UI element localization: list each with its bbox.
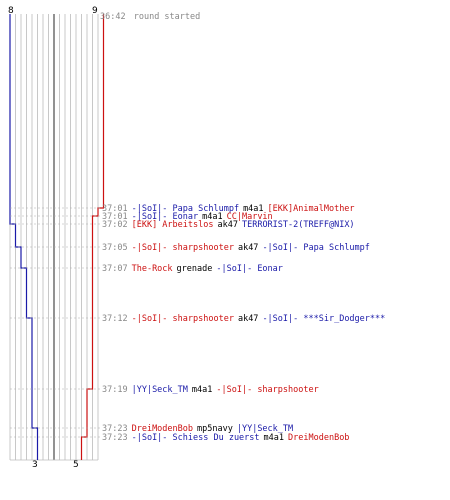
event-time: 37:23 <box>102 424 128 434</box>
event-row: 37:01 -|SoI|- Eonar m4a1 CC|Marvin <box>102 212 273 222</box>
event-victim: DreiModenBob <box>288 433 349 443</box>
event-killer: -|SoI|- Eonar <box>132 212 199 222</box>
event-row: 37:07 The-Rock grenade -|SoI|- Eonar <box>102 264 283 274</box>
event-killer: -|SoI|- Schiess Du zuerst <box>132 433 260 443</box>
event-weapon: grenade <box>177 264 213 274</box>
event-killer: -|SoI|- Papa Schlumpf <box>132 204 239 214</box>
event-time: 37:19 <box>102 385 128 395</box>
event-killer: -|SoI|- sharpshooter <box>132 314 234 324</box>
round-start-label: 36:42 round started <box>100 12 200 22</box>
event-time: 37:07 <box>102 264 128 274</box>
event-time: 37:23 <box>102 433 128 443</box>
event-row: 37:23 DreiModenBob mp5navy |YY|Seck_TM <box>102 424 293 434</box>
event-weapon: m4a1 <box>192 385 212 395</box>
red-team-line <box>80 14 105 460</box>
blue-team-line <box>9 14 39 460</box>
event-time: 37:01 <box>102 204 128 214</box>
event-weapon: m4a1 <box>243 204 263 214</box>
blue-start-count: 8 <box>8 6 14 16</box>
event-victim: -|SoI|- Eonar <box>216 264 283 274</box>
event-victim: [EKK]AnimalMother <box>268 204 355 214</box>
red-end-count: 5 <box>73 460 79 470</box>
round-start-text: round started <box>134 12 201 22</box>
event-weapon: ak47 <box>238 314 258 324</box>
event-killer: [EKK] Arbeitslos <box>132 220 214 230</box>
event-weapon: ak47 <box>238 243 258 253</box>
event-time: 37:01 <box>102 212 128 222</box>
event-victim: -|SoI|- ***Sir_Dodger*** <box>262 314 385 324</box>
event-weapon: m4a1 <box>264 433 284 443</box>
timeline-grid <box>9 14 99 461</box>
event-victim: -|SoI|- Papa Schlumpf <box>262 243 369 253</box>
round-start-time: 36:42 <box>100 12 126 22</box>
event-killer: The-Rock <box>132 264 173 274</box>
event-weapon: mp5navy <box>197 424 233 434</box>
event-killer: -|SoI|- sharpshooter <box>132 243 234 253</box>
event-row: 37:05 -|SoI|- sharpshooter ak47 -|SoI|- Pap… <box>102 243 370 253</box>
event-row: 37:02 [EKK] Arbeitslos ak47 TERRORIST-2(TRE… <box>102 220 355 230</box>
red-start-count: 9 <box>92 6 98 16</box>
event-row: 37:01 -|SoI|- Papa Schlumpf m4a1 [EKK]Anima… <box>102 204 355 214</box>
event-killer: DreiModenBob <box>132 424 193 434</box>
team-count-lines <box>9 14 105 460</box>
event-weapon: m4a1 <box>202 212 222 222</box>
event-victim: TERRORIST-2(TREFF@NIX) <box>242 220 355 230</box>
event-victim: CC|Marvin <box>227 212 273 222</box>
event-time: 37:05 <box>102 243 128 253</box>
event-time: 37:12 <box>102 314 128 324</box>
blue-end-count: 3 <box>32 460 38 470</box>
event-victim: -|SoI|- sharpshooter <box>216 385 318 395</box>
event-killer: |YY|Seck_TM <box>132 385 188 395</box>
event-row: 37:19 |YY|Seck_TM m4a1 -|SoI|- sharpshooter <box>102 385 319 395</box>
event-row: 37:12 -|SoI|- sharpshooter ak47 -|SoI|- ***… <box>102 314 385 324</box>
event-row: 37:23 -|SoI|- Schiess Du zuerst m4a1 DreiMo… <box>102 433 349 443</box>
event-weapon: ak47 <box>217 220 237 230</box>
event-victim: |YY|Seck_TM <box>237 424 293 434</box>
event-labels: 37:01 -|SoI|- Papa Schlumpf m4a1 [EKK]Anima… <box>102 204 385 443</box>
event-time: 37:02 <box>102 220 128 230</box>
